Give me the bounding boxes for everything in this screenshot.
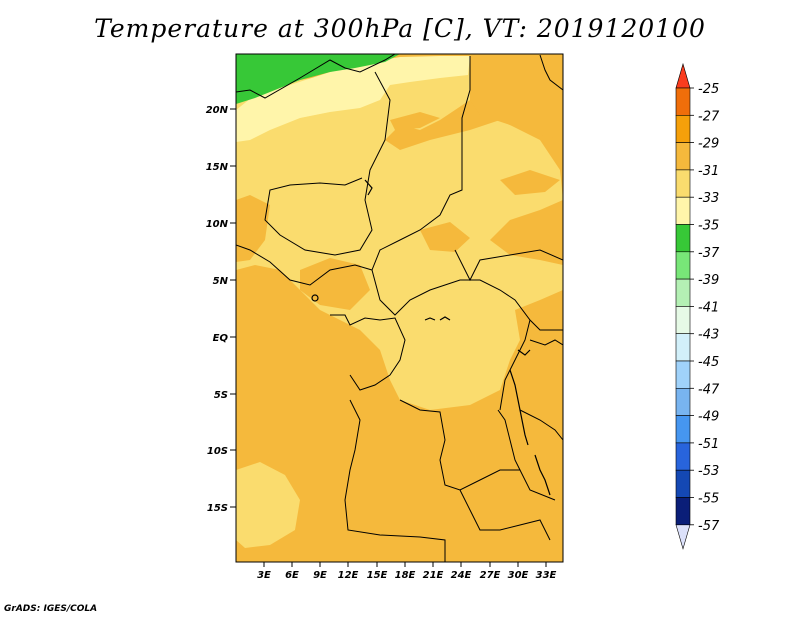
colorbar-label: -27 bbox=[698, 109, 720, 124]
field-light-orange-north bbox=[236, 56, 563, 410]
lon-label: 24E bbox=[451, 570, 472, 581]
colorbar: -25 -27 -29 -31 -33 -35 -37 -39 -41 -43 -45 -47 -49 -… bbox=[675, 62, 720, 550]
colorbar-box bbox=[675, 360, 691, 389]
colorbar-label: -29 bbox=[698, 137, 719, 152]
lon-label: 33E bbox=[536, 570, 557, 581]
lon-label: 9E bbox=[313, 570, 327, 581]
field-orange-streak-2 bbox=[500, 170, 560, 195]
colorbar-label: -51 bbox=[698, 437, 719, 452]
lon-label: 30E bbox=[508, 570, 529, 581]
colorbar-label: -53 bbox=[698, 464, 719, 479]
colorbar-label: -33 bbox=[698, 191, 719, 206]
lon-label: 18E bbox=[395, 570, 416, 581]
lat-label: 20N bbox=[206, 105, 229, 116]
lake-outlines bbox=[311, 179, 551, 496]
colorbar-box bbox=[675, 278, 691, 307]
colorbar-box bbox=[675, 169, 691, 198]
credit-text: GrADS: IGES/COLA bbox=[4, 604, 98, 614]
lon-label: 6E bbox=[285, 570, 299, 581]
colorbar-label: -47 bbox=[698, 382, 720, 397]
lat-label: 15N bbox=[206, 162, 229, 173]
field-pale-yellow-north bbox=[236, 56, 470, 142]
country-borders bbox=[236, 54, 563, 562]
colorbar-label: -43 bbox=[698, 328, 719, 343]
colorbar-label: -41 bbox=[698, 300, 719, 315]
lat-label: 10N bbox=[206, 219, 229, 230]
longitude-axis: 3E 6E 9E 12E 15E 18E 21E 24E 27E 30E 33E bbox=[257, 562, 557, 581]
lat-label: 15S bbox=[207, 503, 228, 514]
map-frame bbox=[235, 53, 564, 563]
colorbar-box bbox=[675, 224, 691, 253]
field-orange-west bbox=[236, 195, 270, 262]
colorbar-label: -35 bbox=[698, 219, 719, 234]
colorbar-box bbox=[675, 87, 691, 116]
lat-label: EQ bbox=[213, 333, 229, 344]
colorbar-label: -37 bbox=[698, 246, 720, 261]
map-title: Temperature at 300hPa [C], VT: 201912010… bbox=[94, 14, 706, 43]
colorbar-box bbox=[675, 306, 691, 334]
colorbar-label: -49 bbox=[698, 410, 719, 425]
lat-label: 5N bbox=[213, 276, 229, 287]
lat-label: 5S bbox=[214, 390, 228, 401]
colorbar-box bbox=[675, 387, 691, 416]
field-orange-streak-3 bbox=[420, 222, 470, 252]
lat-label: 10S bbox=[207, 446, 228, 457]
lon-label: 15E bbox=[367, 570, 388, 581]
colorbar-bottom-triangle bbox=[675, 524, 691, 550]
colorbar-box bbox=[675, 115, 691, 143]
latitude-axis: 20N 15N 10N 5N EQ 5S 10S 15S bbox=[206, 105, 236, 514]
lon-label: 27E bbox=[480, 570, 501, 581]
lon-label: 12E bbox=[338, 570, 359, 581]
colorbar-label: -45 bbox=[698, 355, 719, 370]
colorbar-box bbox=[675, 415, 691, 444]
field-orange-northeast bbox=[470, 56, 563, 140]
colorbar-label: -57 bbox=[698, 519, 720, 534]
lon-label: 21E bbox=[423, 570, 444, 581]
colorbar-box bbox=[675, 442, 691, 471]
field-green-northwest bbox=[236, 54, 400, 104]
colorbar-box bbox=[675, 333, 691, 362]
colorbar-label: -55 bbox=[698, 492, 719, 507]
field-light-orange-southwest bbox=[236, 462, 300, 548]
field-orange-streak-1 bbox=[390, 112, 440, 130]
colorbar-box bbox=[675, 142, 691, 171]
lon-label: 3E bbox=[257, 570, 271, 581]
colorbar-label: -25 bbox=[698, 82, 719, 97]
colorbar-box bbox=[675, 469, 691, 498]
colorbar-box bbox=[675, 196, 691, 225]
colorbar-label: -31 bbox=[698, 164, 719, 179]
colorbar-box bbox=[675, 251, 691, 280]
temperature-field bbox=[236, 54, 563, 562]
colorbar-label: -39 bbox=[698, 273, 719, 288]
colorbar-box bbox=[675, 497, 691, 526]
colorbar-top-triangle bbox=[675, 62, 691, 89]
